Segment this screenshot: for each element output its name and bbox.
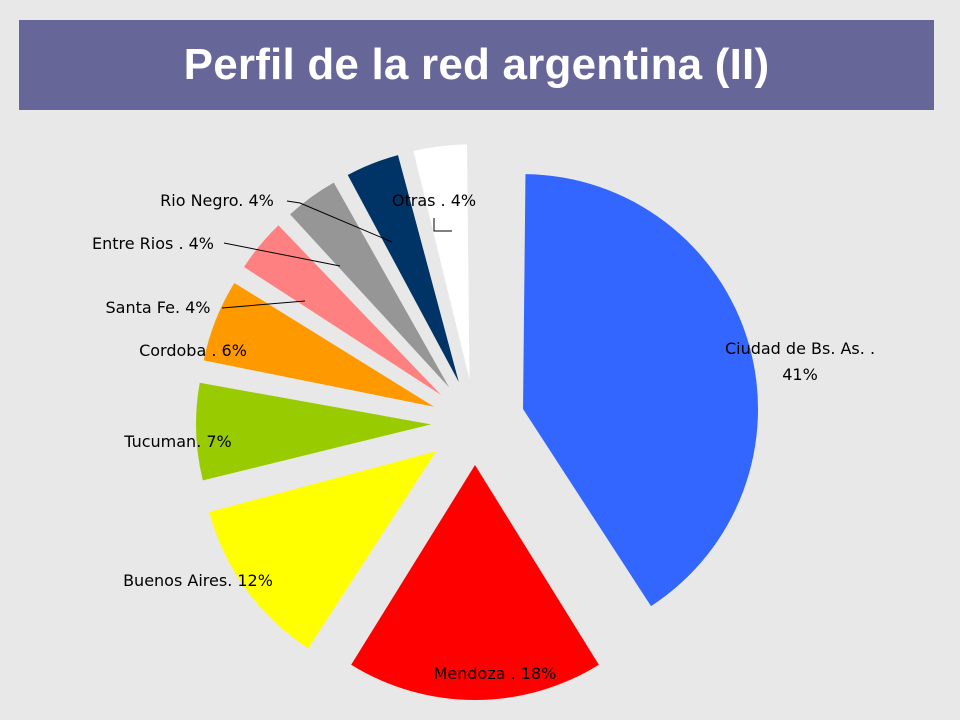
leader-line-rio-negro xyxy=(286,200,393,243)
data-label-buenos-aires: Buenos Aires. 12% xyxy=(123,571,273,590)
data-label-otras: Otras . 4% xyxy=(392,191,476,210)
slide-title: Perfil de la red argentina (II) xyxy=(183,40,770,89)
leader-line-entre-rios xyxy=(223,242,341,267)
pie-slice-tucuman xyxy=(196,382,432,481)
data-label-ciudad-de-bs-as: Ciudad de Bs. As. . xyxy=(725,339,875,358)
data-label-entre-rios: Entre Rios . 4% xyxy=(92,234,214,253)
pie-slice-otras xyxy=(413,144,470,380)
data-label-santa-fe: Santa Fe. 4% xyxy=(106,298,211,317)
leader-line-santa-fe xyxy=(221,300,306,309)
title-bar: Perfil de la red argentina (II) xyxy=(19,20,934,110)
data-label-cordoba: Cordoba . 6% xyxy=(139,341,247,360)
pie-slice-cordoba xyxy=(203,282,435,407)
data-label-rio-negro: Rio Negro. 4% xyxy=(160,191,274,210)
pie-slice-entre-rios xyxy=(290,182,450,388)
pie-slices xyxy=(196,144,759,700)
data-label-ciudad-de-bs-as-value: 41% xyxy=(782,365,818,384)
pie-slice-ciudad-de-bs-as xyxy=(523,174,759,607)
pie-slice-buenos-aires xyxy=(209,451,437,649)
pie-labels: Ciudad de Bs. As. . 41% Mendoza . 18% Bueno… xyxy=(92,191,875,683)
pie-slice-rio-negro xyxy=(347,155,459,383)
data-label-mendoza: Mendoza . 18% xyxy=(434,664,557,683)
pie-slice-santa-fe xyxy=(244,225,442,395)
pie-slice-mendoza xyxy=(351,465,599,700)
data-label-tucuman: Tucuman. 7% xyxy=(123,432,232,451)
leader-line-otras xyxy=(433,218,452,232)
pie-leader-lines xyxy=(221,200,452,309)
